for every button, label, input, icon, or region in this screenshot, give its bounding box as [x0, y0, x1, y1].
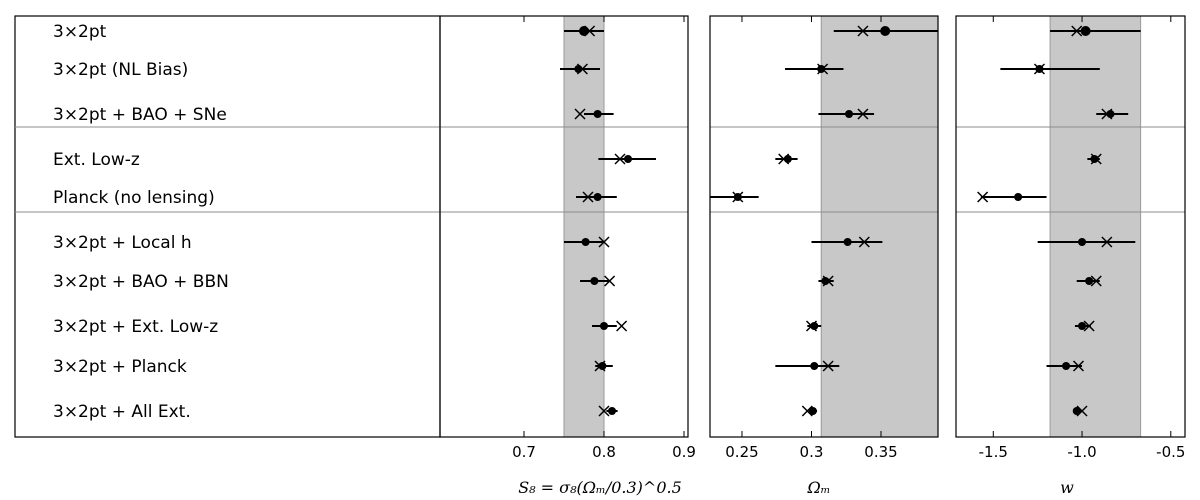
mean-point: [843, 238, 852, 246]
mean-point: [880, 26, 891, 36]
row-label: 3×2pt (NL Bias): [53, 60, 188, 80]
x-tick-label: 0.35: [864, 443, 897, 461]
cross-marker: [857, 108, 869, 120]
x-tick-label: 0.8: [592, 443, 616, 461]
panel-frame: [709, 15, 939, 438]
mean-point: [1106, 110, 1115, 118]
mean-point: [590, 277, 599, 285]
cross-marker: [616, 320, 628, 332]
x-axis-labels: S₈ = σ₈(Ωₘ/0.3)^0.5 Ωₘ w: [518, 478, 1074, 497]
x-tick-label: 0.3: [800, 443, 824, 461]
row-label: 3×2pt + Local h: [53, 233, 192, 253]
mean-point: [593, 193, 602, 201]
x-axis-label-w: w: [1060, 478, 1074, 497]
mean-point: [593, 110, 602, 118]
cross-marker: [801, 405, 813, 417]
mean-point: [574, 65, 583, 73]
cross-marker: [582, 191, 594, 203]
cross-marker: [857, 25, 869, 37]
x-tick-label: 0.7: [512, 443, 536, 461]
row-label: 3×2pt + All Ext.: [53, 402, 191, 422]
mean-point: [1062, 362, 1071, 370]
mean-point: [581, 238, 590, 246]
row-label: Planck (no lensing): [53, 188, 215, 208]
mean-point: [1072, 407, 1081, 415]
mean-point: [598, 362, 607, 370]
mean-point: [624, 155, 632, 163]
x-tick-label: 0.25: [725, 443, 758, 461]
cross-marker: [822, 360, 834, 372]
cross-marker: [598, 405, 610, 417]
mean-point: [845, 110, 854, 118]
x-tick-label: -1.5: [979, 443, 1008, 461]
mean-point: [1035, 65, 1044, 73]
x-tick-label: -1.0: [1067, 443, 1096, 461]
cross-marker: [614, 153, 626, 165]
row-label: 3×2pt + Ext. Low-z: [53, 317, 218, 337]
mean-point: [1090, 155, 1099, 163]
mean-point: [600, 322, 608, 330]
mean-point: [579, 26, 589, 36]
mean-point: [783, 155, 792, 163]
cross-marker: [574, 108, 586, 120]
cross-marker: [598, 236, 610, 248]
x-axis-label-s8: S₈ = σ₈(Ωₘ/0.3)^0.5: [518, 478, 682, 497]
cross-marker: [604, 275, 616, 287]
mean-point: [1014, 193, 1023, 201]
panel-frame: [439, 15, 689, 438]
panel-frame: [955, 15, 1186, 438]
panel-w: -1.5 -1.0 -0.5: [955, 15, 1186, 461]
row-label: 3×2pt + Planck: [53, 357, 187, 377]
mean-point: [817, 65, 826, 73]
reference-band: [821, 16, 938, 437]
cross-marker: [858, 236, 870, 248]
mean-point: [1078, 322, 1087, 330]
row-label: 3×2pt + BAO + SNe: [53, 105, 227, 125]
mean-point: [1078, 238, 1087, 246]
cross-marker: [1072, 360, 1085, 372]
x-axis-label-omega-m: Ωₘ: [806, 478, 830, 497]
mean-point: [1080, 26, 1091, 36]
mean-point: [733, 193, 742, 201]
reference-band: [564, 16, 604, 437]
panel-s8: 0.7 0.8 0.9: [439, 15, 696, 461]
mean-point: [810, 322, 819, 330]
x-tick-label: 0.9: [672, 443, 696, 461]
mean-point: [608, 407, 616, 415]
mean-point: [808, 407, 817, 415]
cross-marker: [1090, 275, 1102, 287]
cross-marker: [1101, 236, 1113, 248]
mean-point: [821, 277, 830, 285]
cross-marker: [1071, 25, 1083, 37]
x-tick-label: -0.5: [1156, 443, 1185, 461]
panel-omega-m: 0.25 0.3 0.35: [709, 15, 939, 461]
mean-point: [810, 362, 819, 370]
reference-band: [1050, 16, 1141, 437]
mean-point: [1085, 277, 1094, 285]
row-label: 3×2pt + BAO + BBN: [53, 272, 229, 292]
cross-marker: [977, 191, 989, 203]
labels-panel: 3×2pt 3×2pt (NL Bias) 3×2pt + BAO + SNe Ext…: [14, 15, 441, 438]
row-label: Ext. Low-z: [53, 150, 140, 170]
cross-marker: [1083, 320, 1095, 332]
row-label: 3×2pt: [53, 22, 107, 42]
